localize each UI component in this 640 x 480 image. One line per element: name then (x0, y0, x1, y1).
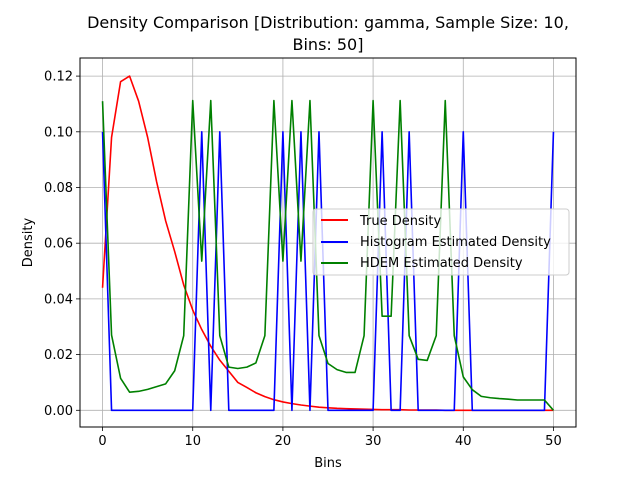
plot-area-frame (79, 57, 577, 428)
y-tick-label: 0.00 (44, 404, 73, 419)
histogram-density-line (101, 131, 555, 412)
y-tick-label: 0.12 (44, 70, 73, 85)
y-tick-label: 0.08 (44, 181, 73, 196)
chart-title-line-1: Density Comparison [Distribution: gamma,… (87, 13, 569, 32)
chart-title-line-2: Bins: 50] (293, 35, 364, 54)
hdem-density-line (101, 99, 555, 411)
legend-box (312, 208, 570, 276)
series-lines (101, 75, 555, 412)
legend-label-histogram: Histogram Estimated Density (360, 235, 551, 250)
x-axis-label: Bins (314, 456, 342, 471)
legend-label-true-density: True Density (359, 214, 441, 229)
legend-label-hdem: HDEM Estimated Density (360, 256, 523, 271)
legend: True Density Histogram Estimated Density… (312, 208, 570, 276)
x-tick-label: 20 (275, 434, 292, 449)
x-tick-label: 30 (365, 434, 382, 449)
axis-ticks: 0 10 20 30 40 50 0.00 0.02 0.04 0.06 0.08 0.10 0.12 (44, 70, 562, 449)
x-tick-label: 0 (98, 434, 106, 449)
x-tick-label: 40 (455, 434, 472, 449)
y-tick-label: 0.10 (44, 125, 73, 140)
y-tick-label: 0.04 (44, 292, 73, 307)
x-tick-label: 50 (545, 434, 562, 449)
x-tick-label: 10 (184, 434, 201, 449)
y-tick-label: 0.02 (44, 348, 73, 363)
y-tick-label: 0.06 (44, 237, 73, 252)
y-axis-label: Density (21, 217, 36, 267)
